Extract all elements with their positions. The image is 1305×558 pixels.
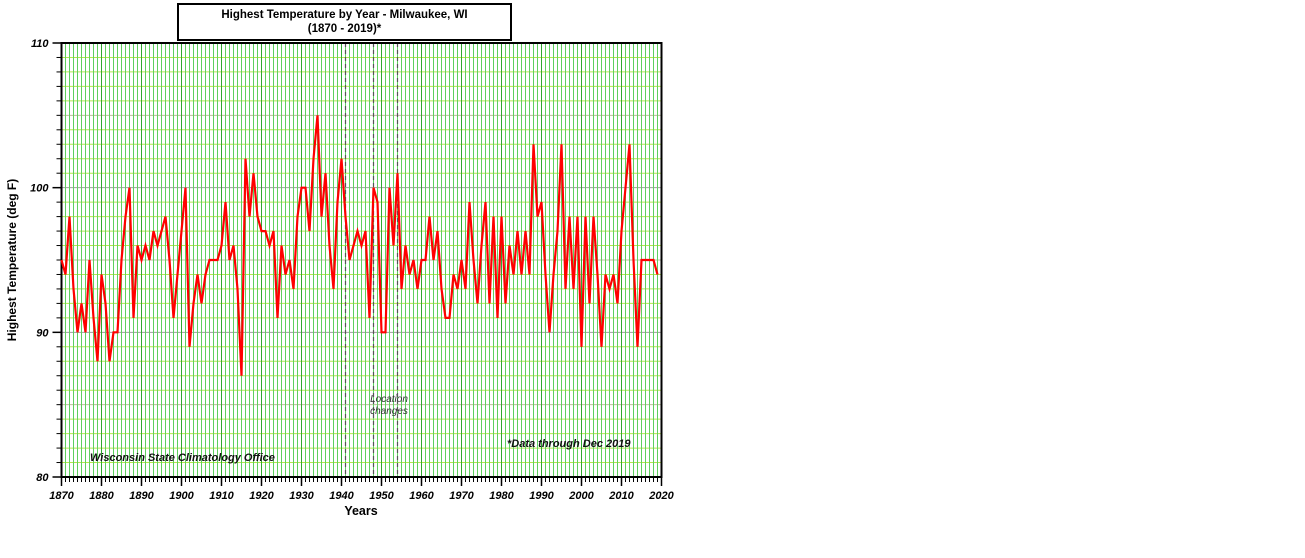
svg-text:1910: 1910 <box>209 490 234 502</box>
y-tick-labels: 80 90 100 110 <box>30 38 49 484</box>
temperature-chart: 1870 1880 1890 1900 1910 1920 1930 1940 1950 1960… <box>30 38 674 502</box>
location-changes-label: Location changes <box>349 394 429 418</box>
svg-text:1990: 1990 <box>529 490 554 502</box>
svg-text:80: 80 <box>36 472 49 484</box>
svg-text:90: 90 <box>36 327 49 339</box>
chart-title-line2: (1870 - 2019)* <box>307 23 382 35</box>
svg-text:1930: 1930 <box>289 490 314 502</box>
svg-text:1880: 1880 <box>89 490 114 502</box>
x-tick-labels: 1870 1880 1890 1900 1910 1920 1930 1940 1950 1960… <box>49 490 674 502</box>
chart-title-box: Highest Temperature by Year - Milwaukee,… <box>177 3 512 41</box>
svg-text:2020: 2020 <box>648 490 674 502</box>
svg-text:2000: 2000 <box>568 490 594 502</box>
chart-title-line1: Highest Temperature by Year - Milwaukee,… <box>221 9 468 21</box>
svg-text:1870: 1870 <box>49 490 74 502</box>
x-ticks <box>60 478 663 486</box>
svg-text:1960: 1960 <box>409 490 434 502</box>
location-changes-line2: changes <box>370 406 408 417</box>
svg-text:1940: 1940 <box>329 490 354 502</box>
svg-text:1890: 1890 <box>129 490 154 502</box>
x-axis-label: Years <box>344 504 378 518</box>
svg-text:110: 110 <box>31 38 49 50</box>
data-note: *Data through Dec 2019 <box>507 438 631 450</box>
y-ticks <box>52 42 61 478</box>
location-change-lines <box>344 43 399 477</box>
svg-text:1980: 1980 <box>489 490 514 502</box>
y-axis-label: Highest Temperature (deg F) <box>5 178 19 342</box>
office-credit: Wisconsin State Climatology Office <box>90 452 275 464</box>
svg-text:1970: 1970 <box>449 490 474 502</box>
temperature-line <box>60 115 659 376</box>
svg-text:1900: 1900 <box>169 490 194 502</box>
svg-text:1920: 1920 <box>249 490 274 502</box>
location-changes-line1: Location <box>370 394 408 405</box>
svg-text:1950: 1950 <box>369 490 394 502</box>
svg-text:2010: 2010 <box>608 490 634 502</box>
svg-text:100: 100 <box>30 183 49 195</box>
